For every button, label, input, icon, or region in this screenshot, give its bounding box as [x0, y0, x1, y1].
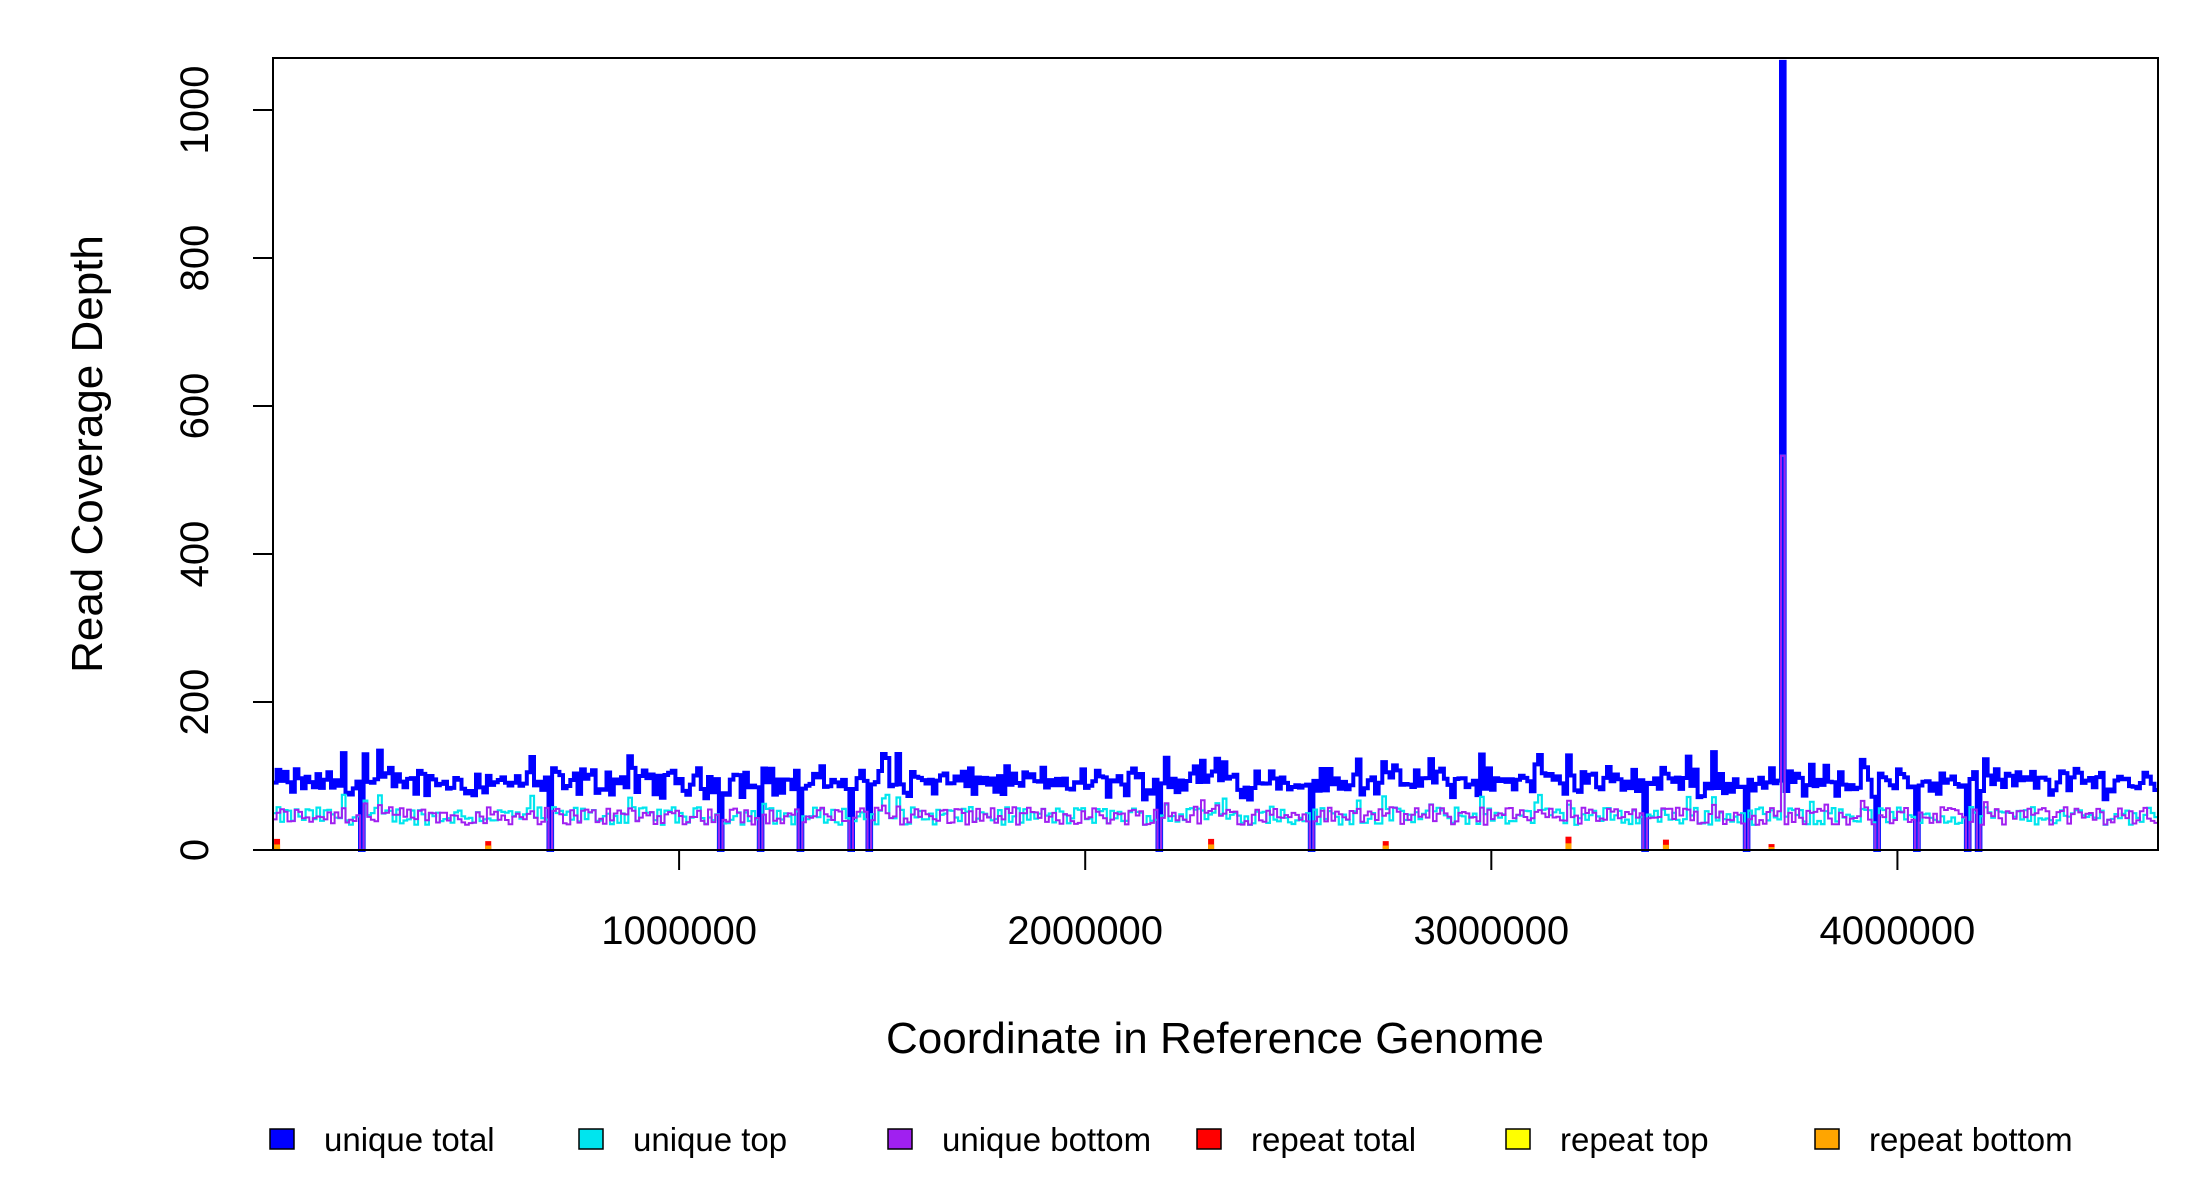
- legend-label-unique-top: unique top: [633, 1121, 787, 1158]
- repeat-spike-bottom: [1382, 845, 1389, 850]
- legend-swatch-repeat-total: [1196, 1128, 1222, 1150]
- y-tick-label: 0: [173, 839, 217, 861]
- legend-label-repeat-total: repeat total: [1251, 1121, 1416, 1158]
- repeat-spike-bottom: [1662, 844, 1669, 850]
- y-tick-label: 1000: [173, 66, 217, 155]
- y-tick-label: 400: [173, 521, 217, 588]
- x-axis: 1000000 2000000 3000000 4000000: [601, 850, 1975, 953]
- x-tick-label: 1000000: [601, 909, 757, 953]
- x-tick-label: 4000000: [1820, 909, 1976, 953]
- y-tick-label: 200: [173, 669, 217, 736]
- legend-swatch-repeat-bottom: [1814, 1128, 1840, 1150]
- y-axis-title: Read Coverage Depth: [63, 235, 112, 673]
- plot-frame: [272, 57, 2159, 851]
- legend-label-unique-total: unique total: [324, 1121, 495, 1158]
- repeat-spike: [1565, 836, 1572, 850]
- legend-swatch-unique-bottom: [887, 1128, 913, 1150]
- series-line-unique-bottom: [273, 454, 2158, 851]
- repeat-spike-bottom: [1768, 847, 1775, 850]
- repeat-spike-bottom: [485, 845, 492, 850]
- legend-swatch-unique-total: [269, 1128, 295, 1150]
- repeat-spike-bottom: [1208, 844, 1215, 850]
- x-tick-label: 2000000: [1007, 909, 1163, 953]
- y-tick-label: 600: [173, 373, 217, 440]
- legend-label-unique-bottom: unique bottom: [942, 1121, 1151, 1158]
- repeat-spike-bottom: [1565, 843, 1572, 850]
- x-tick-label: 3000000: [1413, 909, 1569, 953]
- y-tick-label: 800: [173, 225, 217, 292]
- series-line-unique-total: [273, 59, 2158, 852]
- series-layer: [273, 59, 2158, 852]
- x-axis-title: Coordinate in Reference Genome: [886, 1014, 1544, 1063]
- legend-swatch-repeat-top: [1505, 1128, 1531, 1150]
- legend-label-repeat-bottom: repeat bottom: [1869, 1121, 2073, 1158]
- y-axis: 0 200 400 600 800 1000: [173, 66, 273, 861]
- repeat-spike-bottom: [274, 844, 281, 850]
- legend-label-repeat-top: repeat top: [1560, 1121, 1709, 1158]
- legend: unique total unique top unique bottom repea…: [269, 1121, 2073, 1158]
- legend-swatch-unique-top: [578, 1128, 604, 1150]
- series-line-unique-top: [273, 454, 2158, 852]
